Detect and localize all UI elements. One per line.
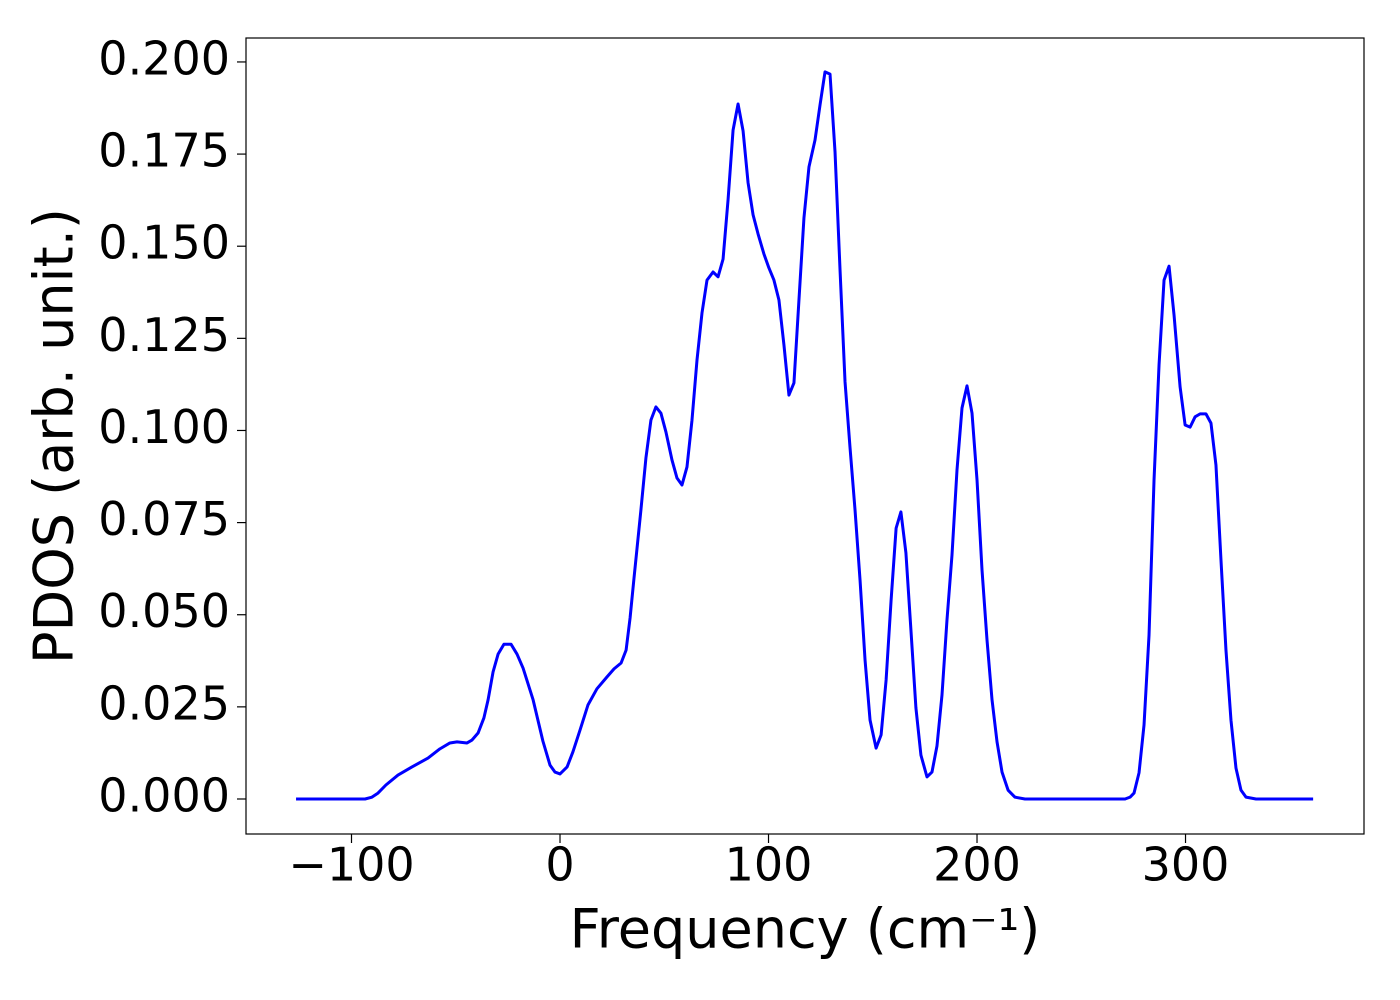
y-tick-label: 0.050 [98,584,230,638]
y-tick-label: 0.150 [98,216,230,270]
x-tick-label: −100 [288,838,414,892]
x-tick-label: 300 [1142,838,1230,892]
data-line [296,70,1314,801]
y-axis-label: PDOS (arb. unit.) [23,208,86,664]
y-tick-label: 0.075 [98,492,230,546]
y-tick-label: 0.200 [98,31,230,85]
y-tick-label: 0.000 [98,768,230,822]
plot-frame [245,37,1365,835]
x-tick-label: 200 [933,838,1021,892]
y-tick-label: 0.025 [98,676,230,730]
y-tick-label: 0.175 [98,124,230,178]
x-axis-label: Frequency (cm⁻¹) [570,898,1041,961]
x-tick-label: 0 [545,838,574,892]
x-tick-label: 100 [725,838,813,892]
y-tick-label: 0.125 [98,308,230,362]
y-tick-label: 0.100 [98,400,230,454]
